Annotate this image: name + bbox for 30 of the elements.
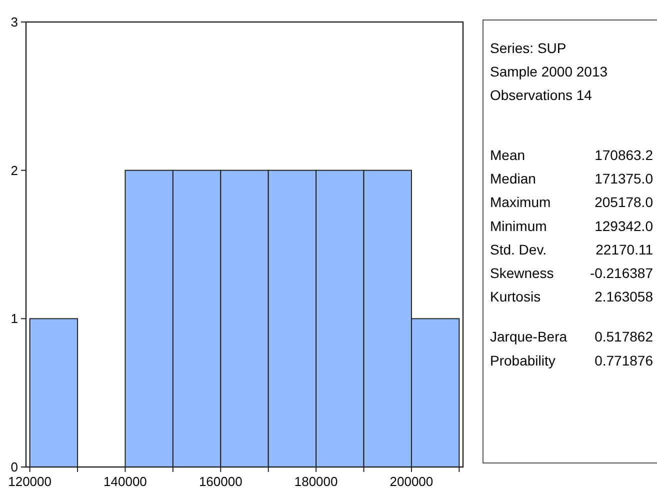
text: Std. Dev. [490,241,547,258]
text: 22170.11 [596,241,654,258]
text: 0.771876 [594,352,654,368]
text: 171375.0 [594,170,654,187]
x-tick-label: 120000 [8,474,52,489]
text: Observations 14 [490,87,592,104]
text: Jarque-Bera [490,328,568,345]
y-tick-label: 0 [10,460,18,475]
text: 0.517862 [594,328,654,345]
y-tick-label: 1 [10,311,18,326]
text: 2.163058 [594,288,654,305]
text: Sample 2000 2013 [490,64,608,80]
text: 205178.0 [594,194,654,210]
text: Maximum [490,194,551,210]
text: 170863.2 [594,147,654,163]
y-tick-label: 3 [10,14,18,30]
text: Skewness [490,265,554,281]
x-tick-label: 140000 [104,474,147,489]
text: 129342.0 [594,218,654,234]
text: Series: SUP [490,40,566,56]
x-tick-label: 160000 [198,474,242,489]
y-tick-label: 2 [10,162,18,178]
text: Mean [490,147,526,163]
text: Median [490,170,536,187]
text: Kurtosis [490,288,541,305]
text: Minimum [490,218,547,234]
text: Probability [490,352,556,368]
x-tick-label: 200000 [390,474,434,489]
text: -0.216387 [590,265,654,281]
x-tick-label: 180000 [294,474,338,489]
